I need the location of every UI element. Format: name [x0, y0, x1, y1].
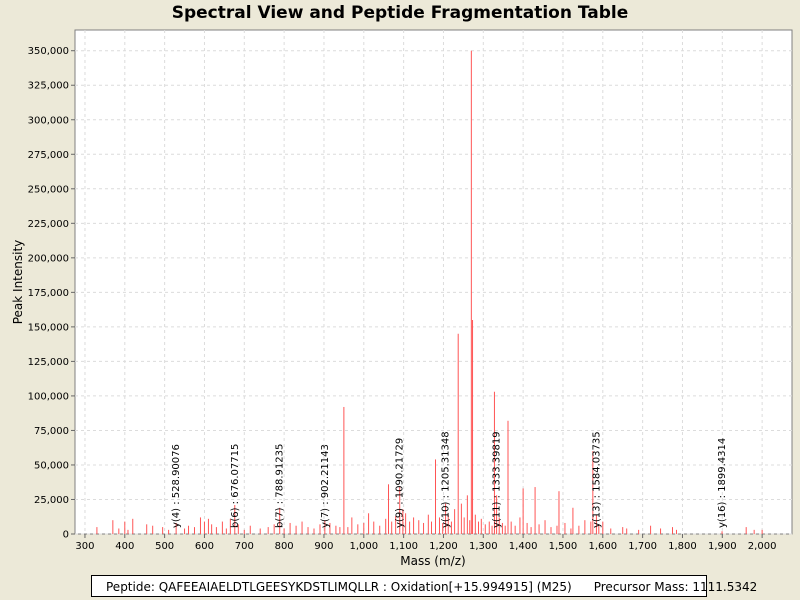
y-tick-label: 0: [63, 530, 69, 541]
x-tick-label: 300: [75, 541, 94, 552]
x-tick-label: 1,300: [469, 541, 498, 552]
chart-title: Spectral View and Peptide Fragmentation …: [171, 3, 629, 23]
x-tick-label: 1,200: [429, 541, 458, 552]
fragment-annotation: y(7) : 902.21143: [320, 444, 331, 528]
y-tick-label: 325,000: [28, 81, 69, 92]
y-tick-label: 275,000: [28, 150, 69, 161]
y-tick-label: 300,000: [28, 115, 69, 126]
fragment-annotation: b(6) : 676.07715: [230, 444, 241, 528]
y-tick-label: 100,000: [28, 391, 69, 402]
peptide-info-box: Peptide: QAFEEAIAELDTLGEESYKDSTLIMQLLR :…: [91, 575, 757, 597]
y-axis-label: Peak Intensity: [11, 240, 25, 325]
x-tick-label: 1,000: [349, 541, 378, 552]
fragment-annotation: y(9) : 1090.21729: [395, 438, 406, 528]
x-axis-label: Mass (m/z): [400, 554, 465, 568]
fragment-annotation: b(7) : 788.91235: [275, 444, 286, 528]
y-tick-label: 50,000: [34, 460, 69, 471]
y-tick-label: 125,000: [28, 357, 69, 368]
y-tick-label: 250,000: [28, 184, 69, 195]
x-tick-label: 400: [115, 541, 134, 552]
y-tick-label: 150,000: [28, 322, 69, 333]
y-tick-label: 225,000: [28, 219, 69, 230]
x-tick-label: 500: [155, 541, 174, 552]
y-tick-label: 350,000: [28, 46, 69, 57]
x-tick-label: 700: [235, 541, 254, 552]
y-tick-label: 200,000: [28, 253, 69, 264]
x-tick-label: 1,700: [628, 541, 657, 552]
fragment-annotation: y(16) : 1899.4314: [717, 438, 728, 528]
y-tick-label: 25,000: [34, 495, 69, 506]
y-tick-label: 75,000: [34, 426, 69, 437]
fragment-annotation: y(10) : 1205.31348: [441, 431, 452, 528]
x-tick-label: 2,000: [748, 541, 777, 552]
fragment-annotation: y(4) : 528.90076: [171, 444, 182, 528]
peptide-sequence-text: Peptide: QAFEEAIAELDTLGEESYKDSTLIMQLLR :…: [106, 580, 572, 594]
x-tick-label: 1,900: [708, 541, 737, 552]
x-tick-label: 600: [195, 541, 214, 552]
x-tick-label: 800: [275, 541, 294, 552]
fragment-annotation: y(11) : 1333.39819: [492, 431, 503, 528]
x-tick-label: 1,100: [389, 541, 418, 552]
precursor-mass-text: Precursor Mass: 1111.5342: [593, 580, 758, 594]
fragment-annotation: y(13) : 1584.03735: [591, 431, 602, 528]
x-tick-label: 1,600: [588, 541, 617, 552]
plot-area: [74, 29, 793, 535]
x-tick-label: 1,800: [668, 541, 697, 552]
x-tick-label: 900: [314, 541, 333, 552]
y-tick-label: 175,000: [28, 288, 69, 299]
x-tick-label: 1,400: [509, 541, 538, 552]
x-tick-label: 1,500: [549, 541, 578, 552]
